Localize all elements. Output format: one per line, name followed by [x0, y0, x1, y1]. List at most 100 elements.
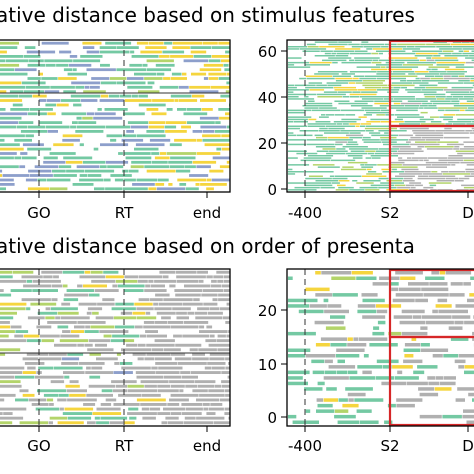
raster-bottom-left-segment-r28-s6	[67, 398, 97, 402]
raster-bottom-left-segment-r26-s7	[127, 389, 158, 393]
raster-top-left-segment-r9-s4	[100, 81, 117, 85]
raster-top-right-segment-r2-s2	[319, 46, 345, 48]
raster-bottom-left-segment-r22-s6	[113, 371, 133, 374]
raster-top-left-segment-r18-s1	[18, 121, 34, 124]
raster-top-left-segment-r16-s12	[225, 112, 230, 116]
raster-bottom-left-segment-r33-s3	[57, 421, 84, 425]
raster-top-right-segment-r49-s1	[296, 152, 318, 155]
raster-top-right-segment-r25-s5	[393, 98, 416, 100]
raster-top-left-segment-r6-s0	[0, 68, 15, 72]
raster-bottom-left-segment-r28-s12	[219, 398, 230, 402]
raster-top-right-segment-r13-s7	[429, 71, 447, 73]
raster-top-right-segment-r20-s8	[414, 86, 426, 89]
raster-top-right-segment-r26-s3	[334, 100, 350, 102]
xtick-rt: RT	[115, 204, 134, 222]
raster-bottom-left-segment-r30-s10	[185, 407, 203, 411]
raster-top-right-segment-r56-s6	[392, 168, 397, 171]
raster-top-right-segment-r3-s5	[402, 48, 421, 50]
raster-top-right-segment-r63-s6	[405, 184, 415, 187]
raster-bottom-left-segment-r28-s7	[105, 398, 117, 402]
raster-top-right-segment-r61-s8	[436, 180, 455, 182]
raster-bottom-left-segment-r2-s11	[211, 279, 217, 283]
raster-top-right-segment-r52-s2	[330, 159, 356, 162]
raster-bottom-left-segment-r13-s3	[62, 330, 71, 333]
raster-top-right-segment-r25-s4	[383, 98, 394, 100]
raster-top-right-segment-r18-s4	[348, 82, 356, 84]
raster-top-right-segment-r53-s9	[460, 161, 474, 164]
raster-bottom-left-segment-r25-s0	[0, 384, 22, 388]
raster-top-right-segment-r11-s8	[428, 66, 450, 68]
raster-bottom-right-segment-r23-s7	[396, 398, 423, 402]
raster-top-right-segment-r58-s8	[442, 173, 470, 175]
raster-bottom-left-segment-r30-s12	[208, 407, 224, 411]
raster-top-left-segment-r31-s2	[25, 178, 38, 182]
raster-top-right-segment-r10-s6	[403, 64, 433, 66]
raster-bottom-left-segment-r29-s10	[202, 403, 210, 406]
raster-top-right-segment-r58-s6	[399, 173, 423, 175]
raster-bottom-left-segment-r30-s9	[163, 407, 186, 411]
raster-top-right-segment-r5-s9	[415, 52, 438, 55]
raster-top-right-segment-r37-s0	[288, 125, 308, 127]
raster-top-left-segment-r8-s3	[58, 77, 77, 80]
raster-top-left-segment-r1-s6	[116, 46, 139, 49]
raster-top-right-segment-r20-s7	[401, 86, 407, 89]
raster-top-right-segment-r34-s7	[419, 118, 434, 121]
raster-top-right-segment-r20-s0	[288, 86, 297, 89]
raster-bottom-left-segment-r1-s9	[162, 275, 169, 279]
raster-bottom-right-segment-r9-s5	[377, 320, 386, 325]
raster-bottom-left-segment-r19-s12	[209, 357, 225, 361]
raster-bottom-left-segment-r7-s9	[182, 302, 203, 306]
raster-bottom-left-segment-r27-s8	[170, 393, 199, 397]
raster-top-left-segment-r22-s9	[196, 138, 202, 142]
raster-top-right-segment-r23-s2	[349, 93, 377, 96]
raster-top-left-segment-r3-s6	[131, 55, 159, 58]
raster-bottom-left-segment-r3-s13	[211, 284, 222, 288]
raster-top-right-segment-r36-s10	[453, 123, 466, 125]
raster-top-right-segment-r35-s5	[381, 121, 404, 123]
raster-bottom-left-segment-r29-s5	[100, 403, 112, 406]
raster-bottom-left-segment-r12-s8	[115, 325, 135, 329]
raster-bottom-left-segment-r1-s7	[124, 275, 139, 279]
raster-top-right-segment-r65-s0	[288, 189, 317, 191]
raster-bottom-left-segment-r1-s8	[138, 275, 163, 279]
raster-bottom-left-segment-r10-s3	[45, 316, 55, 320]
raster-bottom-right-segment-r11-s9	[472, 331, 474, 336]
raster-top-right-segment-r4-s4	[354, 50, 368, 52]
raster-top-right-segment-r16-s8	[420, 77, 430, 80]
raster-top-right-segment-r65-s5	[386, 189, 409, 191]
raster-bottom-right-segment-r0-s1	[315, 271, 321, 275]
raster-bottom-right-segment-r17-s5	[392, 365, 413, 369]
raster-bottom-right-segment-r13-s5	[404, 343, 421, 347]
raster-bottom-right-segment-r12-s4	[353, 337, 359, 341]
raster-top-right-segment-r8-s3	[349, 59, 355, 62]
raster-bottom-left-segment-r10-s2	[27, 316, 45, 320]
raster-top-left-segment-r3-s8	[170, 55, 194, 58]
raster-bottom-left-segment-r19-s5	[96, 357, 118, 361]
raster-bottom-left-segment-r29-s1	[31, 403, 49, 406]
raster-top-right-segment-r32-s2	[321, 114, 326, 116]
panel-bottom-right-yticks: 0 10 20	[258, 302, 287, 427]
raster-top-right-segment-r26-s4	[354, 100, 374, 102]
raster-bottom-left-segment-r25-s6	[127, 384, 144, 388]
raster-top-right-segment-r9-s8	[465, 61, 474, 64]
raster-top-left-segment-r5-s2	[45, 63, 56, 67]
raster-top-right-segment-r22-s8	[407, 91, 437, 93]
raster-bottom-right-segment-r16-s3	[337, 359, 345, 364]
raster-bottom-left-segment-r28-s3	[28, 398, 47, 402]
raster-top-right-segment-r33-s6	[430, 116, 439, 118]
raster-top-right-segment-r57-s8	[448, 171, 466, 173]
raster-top-left-segment-r12-s11	[170, 94, 192, 98]
raster-bottom-right-segment-r3-s8	[421, 287, 449, 292]
raster-top-left-segment-r13-s5	[80, 99, 98, 102]
raster-top-right-segment-r30-s9	[460, 109, 465, 112]
raster-top-right-segment-r50-s8	[448, 155, 463, 157]
raster-bottom-left-segment-r30-s8	[149, 407, 161, 411]
raster-top-left-segment-r33-s7	[122, 187, 148, 191]
raster-bottom-left-segment-r14-s15	[226, 334, 230, 338]
raster-top-left-segment-r22-s6	[121, 138, 144, 142]
raster-bottom-left-segment-r12-s1	[10, 325, 22, 329]
raster-top-right-segment-r6-s9	[469, 55, 474, 57]
raster-bottom-left-segment-r17-s4	[87, 348, 114, 352]
raster-top-right-segment-r18-s3	[326, 82, 349, 84]
raster-top-left-segment-r23-s2	[53, 143, 74, 147]
